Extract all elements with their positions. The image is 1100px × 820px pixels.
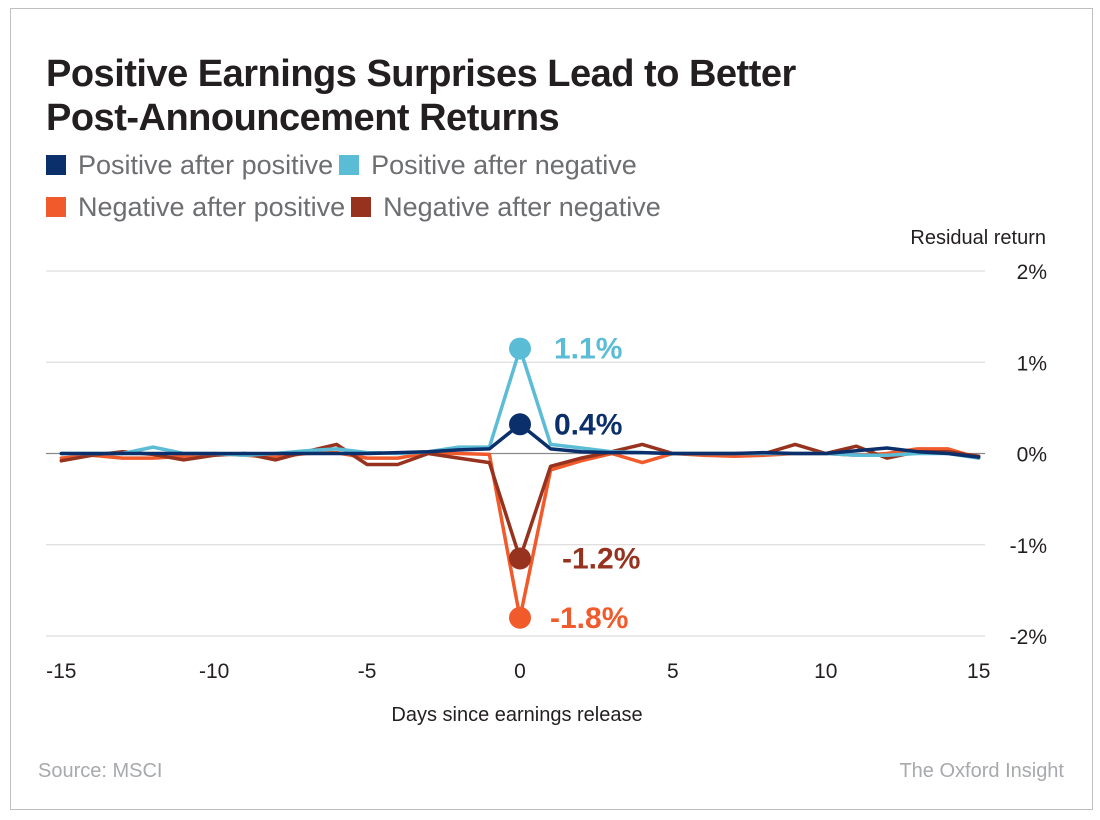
grid-layer: 2% 1% 0% -1% -2% -15 -10 -5 0 5 10 15 [46,261,1047,683]
x-tick-label-10: -10 [199,660,229,683]
legend-label-positive-after-negative: Positive after negative [371,149,637,180]
y-tick-label-2pct: -2% [1010,626,1047,649]
legend-label-positive-after-positive: Positive after positive [78,149,334,180]
x-tick-label-5: 5 [667,660,679,683]
peak-marker-positive-after-positive [509,413,531,436]
y-axis-title: Residual return [910,227,1046,249]
series-layer [59,346,981,620]
x-tick-label-10: 10 [814,660,837,683]
data-label-negative-after-negative: -1.2% [562,542,640,575]
chart-frame [10,8,1093,810]
y-tick-label-1pct: -1% [1010,535,1047,558]
legend-item-negative-after-positive: Negative after positive [46,192,345,223]
y-tick-label-0pct: 0% [1017,444,1047,467]
x-tick-label-15: 15 [967,660,990,683]
legend-swatch-negative-after-positive [46,197,66,217]
x-tick-label-0: 0 [514,660,526,683]
data-label-positive-after-positive: 0.4% [554,408,622,441]
peak-marker-negative-after-positive [509,606,531,629]
x-axis-title: Days since earnings release [391,704,642,726]
y-tick-label-1pct: 1% [1017,352,1047,375]
legend-label-negative-after-positive: Negative after positive [78,191,346,222]
data-label-positive-after-negative: 1.1% [554,333,622,366]
peak-marker-positive-after-negative [509,337,531,360]
series-line-negative-after-positive [59,447,981,620]
chart-title-line-1: Positive Earnings Surprises Lead to Bett… [46,53,796,95]
series-line-negative-after-negative [59,442,981,561]
legend-row-1: Positive after positive Positive after n… [46,144,806,186]
source-note: Source: MSCI [38,760,163,782]
peak-marker-negative-after-negative [509,547,531,570]
data-label-negative-after-positive: -1.8% [550,602,628,635]
marker-layer [509,337,531,629]
brand-credit: The Oxford Insight [899,760,1064,782]
legend-swatch-negative-after-negative [351,197,372,217]
legend-swatch-positive-after-negative [339,155,360,175]
legend-item-negative-after-negative: Negative after negative [351,192,661,223]
y-tick-label-2pct: 2% [1017,261,1047,284]
x-tick-label-15: -15 [46,660,76,683]
legend-row-2: Negative after positive Negative after n… [46,186,806,228]
chart-legend: Positive after positive Positive after n… [46,144,806,228]
legend-label-negative-after-negative: Negative after negative [383,191,661,222]
chart-title: Positive Earnings Surprises Lead to Bett… [46,52,946,140]
x-tick-label-5: -5 [358,660,377,683]
label-layer: 1.1% 0.4% -1.2% -1.8% [550,333,640,635]
legend-swatch-positive-after-positive [46,155,66,175]
legend-item-positive-after-negative: Positive after negative [339,150,637,181]
chart-title-line-2: Post-Announcement Returns [46,97,560,139]
legend-item-positive-after-positive: Positive after positive [46,150,333,181]
series-line-positive-after-negative [59,346,981,460]
